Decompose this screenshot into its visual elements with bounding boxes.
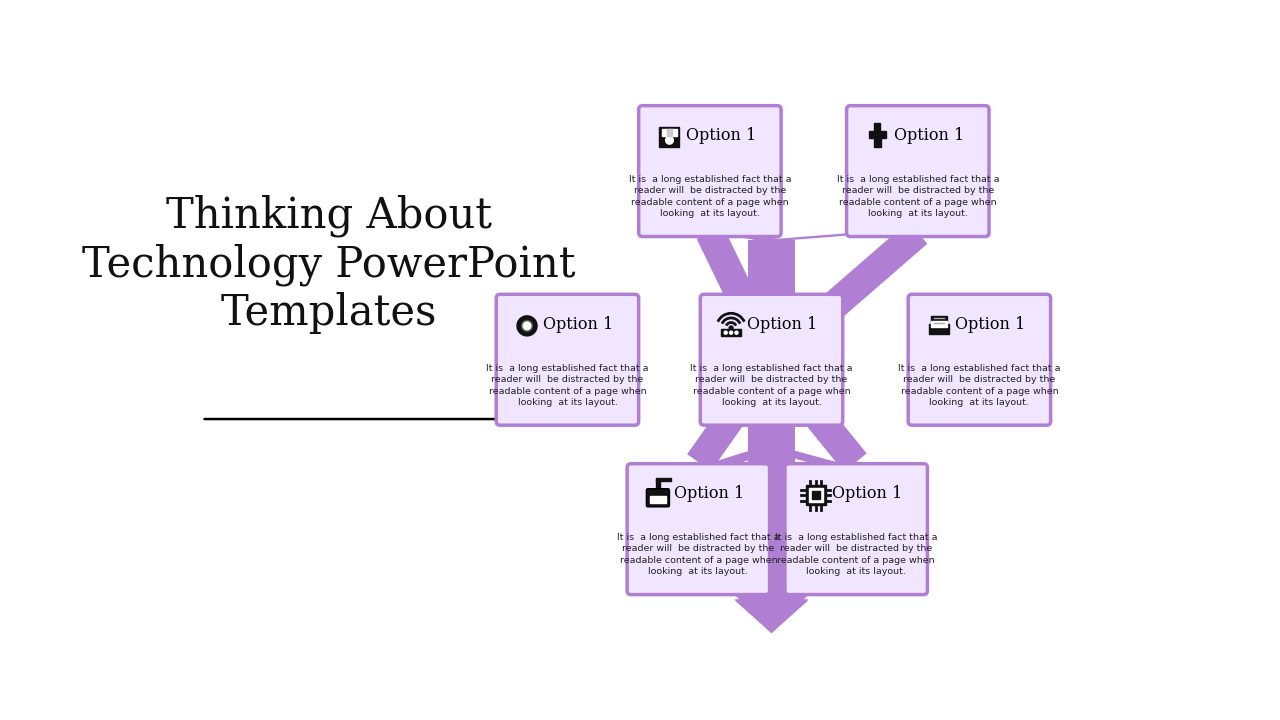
Text: It is  a long established fact that a
reader will  be distracted by the
readable: It is a long established fact that a rea… xyxy=(899,364,1061,407)
Bar xyxy=(932,321,947,328)
Bar xyxy=(655,478,671,481)
Bar xyxy=(806,485,826,505)
Polygon shape xyxy=(684,449,786,472)
Text: Option 1: Option 1 xyxy=(543,316,613,333)
Bar xyxy=(809,488,823,503)
Text: Thinking About
Technology PowerPoint
Templates: Thinking About Technology PowerPoint Tem… xyxy=(82,194,576,334)
FancyBboxPatch shape xyxy=(846,106,989,237)
Polygon shape xyxy=(760,351,867,472)
Bar xyxy=(869,131,886,138)
Bar xyxy=(667,129,672,137)
Text: Option 1: Option 1 xyxy=(955,316,1025,333)
Polygon shape xyxy=(695,229,786,240)
Text: Option 1: Option 1 xyxy=(748,316,818,333)
Text: Option 1: Option 1 xyxy=(832,485,902,503)
Polygon shape xyxy=(696,226,785,365)
FancyBboxPatch shape xyxy=(646,489,669,507)
Text: It is  a long established fact that a
reader will  be distracted by the
readable: It is a long established fact that a rea… xyxy=(486,364,649,407)
Polygon shape xyxy=(756,449,870,472)
Text: It is  a long established fact that a
reader will  be distracted by the
readable: It is a long established fact that a rea… xyxy=(628,175,791,218)
Bar xyxy=(874,123,881,131)
Polygon shape xyxy=(735,595,809,633)
Text: Option 1: Option 1 xyxy=(675,485,745,503)
Bar xyxy=(659,127,680,147)
FancyBboxPatch shape xyxy=(700,294,842,426)
Circle shape xyxy=(522,320,532,331)
FancyBboxPatch shape xyxy=(909,294,1051,426)
Polygon shape xyxy=(749,240,795,595)
Bar xyxy=(932,316,947,324)
Bar xyxy=(812,492,819,499)
Polygon shape xyxy=(735,360,809,633)
Polygon shape xyxy=(763,222,928,369)
Bar xyxy=(662,129,677,137)
Bar xyxy=(873,136,881,147)
Circle shape xyxy=(666,137,673,144)
Circle shape xyxy=(724,331,727,334)
Text: It is  a long established fact that a
reader will  be distracted by the
readable: It is a long established fact that a rea… xyxy=(690,364,852,407)
Circle shape xyxy=(730,326,733,330)
Circle shape xyxy=(517,316,538,336)
Polygon shape xyxy=(687,351,783,471)
Text: It is  a long established fact that a
reader will  be distracted by the
readable: It is a long established fact that a rea… xyxy=(774,533,937,576)
Polygon shape xyxy=(756,229,932,240)
FancyBboxPatch shape xyxy=(785,464,928,595)
Text: Option 1: Option 1 xyxy=(893,127,964,144)
Text: Option 1: Option 1 xyxy=(686,127,756,144)
FancyBboxPatch shape xyxy=(639,106,781,237)
Bar xyxy=(655,480,660,490)
Circle shape xyxy=(730,331,732,334)
Bar xyxy=(650,496,666,503)
Circle shape xyxy=(524,322,531,330)
Text: It is  a long established fact that a
reader will  be distracted by the
readable: It is a long established fact that a rea… xyxy=(837,175,1000,218)
Bar xyxy=(929,324,948,334)
FancyBboxPatch shape xyxy=(627,464,769,595)
Circle shape xyxy=(735,331,739,334)
FancyBboxPatch shape xyxy=(497,294,639,426)
Text: It is  a long established fact that a
reader will  be distracted by the
readable: It is a long established fact that a rea… xyxy=(617,533,780,576)
Polygon shape xyxy=(735,294,809,633)
Bar xyxy=(721,330,741,336)
